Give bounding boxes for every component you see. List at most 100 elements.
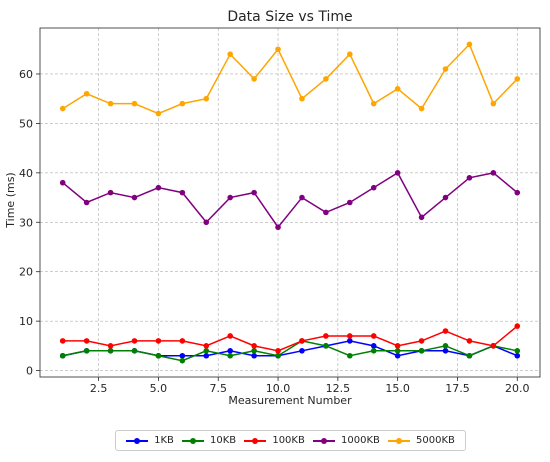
data-point-5000kb xyxy=(442,66,449,72)
legend-item-5000kb: 5000KB xyxy=(388,435,455,446)
data-point-1000kb xyxy=(251,189,257,196)
data-point-1000kb xyxy=(299,194,305,201)
data-point-100kb xyxy=(83,338,90,344)
data-point-100kb xyxy=(442,328,449,334)
data-point-100kb xyxy=(131,338,138,344)
legend-item-1kb: 1KB xyxy=(126,435,174,446)
data-point-5000kb xyxy=(347,51,353,57)
series-1000kb xyxy=(59,170,521,231)
series-line-10kb xyxy=(62,340,518,362)
data-point-10kb xyxy=(83,348,90,354)
data-point-10kb xyxy=(179,357,186,364)
data-point-100kb xyxy=(179,338,186,344)
data-point-10kb xyxy=(466,352,473,359)
data-point-10kb xyxy=(131,348,138,354)
data-point-10kb xyxy=(323,343,329,349)
data-point-1000kb xyxy=(370,184,377,191)
data-point-1000kb xyxy=(466,174,473,181)
data-point-100kb xyxy=(514,323,521,329)
data-point-10kb xyxy=(442,343,449,349)
data-point-1000kb xyxy=(394,170,401,176)
data-point-10kb xyxy=(227,352,233,359)
x-tick-label: 10.0 xyxy=(266,382,291,395)
data-point-1000kb xyxy=(155,184,162,191)
data-point-5000kb xyxy=(155,110,162,117)
legend-label: 100KB xyxy=(272,435,305,446)
data-point-5000kb xyxy=(83,90,90,97)
data-point-100kb xyxy=(203,343,210,349)
x-tick-label: 2.5 xyxy=(90,382,108,395)
y-tick-label: 60 xyxy=(19,68,33,81)
data-point-1000kb xyxy=(107,189,114,196)
data-point-100kb xyxy=(418,338,425,344)
data-point-1000kb xyxy=(347,199,353,206)
data-point-1kb xyxy=(394,352,401,359)
x-tick-label: 5.0 xyxy=(150,382,168,395)
data-point-1000kb xyxy=(203,219,210,226)
data-point-100kb xyxy=(323,333,329,339)
legend-item-100kb: 100KB xyxy=(244,435,305,446)
data-point-5000kb xyxy=(275,46,281,53)
x-tick-label: 17.5 xyxy=(445,382,470,395)
data-point-100kb xyxy=(394,343,401,349)
data-point-1000kb xyxy=(514,189,521,196)
data-point-100kb xyxy=(251,343,257,349)
data-point-100kb xyxy=(107,343,114,349)
legend: 1KB 10KB 100KB 1000KB 5000KB xyxy=(115,430,466,451)
plot-frame xyxy=(39,27,541,378)
x-tick-label: 7.5 xyxy=(209,382,227,395)
data-point-100kb xyxy=(59,338,66,344)
data-point-1000kb xyxy=(323,209,329,216)
x-tick-label: 20.0 xyxy=(505,382,530,395)
data-point-1000kb xyxy=(131,194,138,201)
data-point-1kb xyxy=(299,348,305,354)
data-point-100kb xyxy=(490,343,497,349)
y-tick-label: 20 xyxy=(19,266,33,279)
data-point-1000kb xyxy=(179,189,186,196)
series-line-1000kb xyxy=(62,171,518,229)
data-point-5000kb xyxy=(466,41,473,48)
data-point-1kb xyxy=(514,352,521,359)
legend-label: 1000KB xyxy=(341,435,380,446)
legend-label: 1KB xyxy=(154,435,174,446)
data-point-5000kb xyxy=(107,100,114,107)
series-5000kb xyxy=(59,41,521,117)
data-point-10kb xyxy=(107,348,114,354)
data-point-5000kb xyxy=(323,76,329,82)
y-tick-label: 40 xyxy=(19,167,33,180)
legend-swatch-100kb xyxy=(244,436,267,446)
grid-lines xyxy=(40,28,540,377)
legend-swatch-10kb xyxy=(182,436,205,446)
data-point-10kb xyxy=(418,348,425,354)
series-layer xyxy=(59,41,521,364)
data-point-1kb xyxy=(179,352,186,359)
data-point-10kb xyxy=(275,352,281,359)
data-point-1kb xyxy=(251,352,257,359)
data-point-10kb xyxy=(59,352,66,359)
data-point-5000kb xyxy=(418,105,425,112)
data-point-10kb xyxy=(251,348,257,354)
data-point-1kb xyxy=(203,352,210,359)
y-axis-label: Time (ms) xyxy=(4,172,17,228)
data-point-100kb xyxy=(466,338,473,344)
y-tick-label: 50 xyxy=(19,117,33,130)
data-point-5000kb xyxy=(179,100,186,107)
x-tick-label: 15.0 xyxy=(385,382,410,395)
legend-item-10kb: 10KB xyxy=(182,435,236,446)
y-tick-label: 0 xyxy=(26,365,33,378)
data-point-1000kb xyxy=(83,199,90,206)
axis-ticks: 2.5 5.0 7.5 10.0 12.5 15.0 17.5 20.0 0 10 20 30 40 50… xyxy=(19,68,530,395)
data-point-5000kb xyxy=(59,105,66,112)
data-point-10kb xyxy=(347,352,353,359)
data-point-5000kb xyxy=(370,100,377,107)
data-point-1kb xyxy=(442,348,449,354)
data-point-10kb xyxy=(203,348,210,354)
x-tick-label: 12.5 xyxy=(326,382,351,395)
data-point-1000kb xyxy=(418,214,425,221)
legend-label: 10KB xyxy=(210,435,237,446)
legend-swatch-1kb xyxy=(126,436,149,446)
data-point-5000kb xyxy=(490,100,497,107)
legend-swatch-5000kb xyxy=(388,436,411,446)
